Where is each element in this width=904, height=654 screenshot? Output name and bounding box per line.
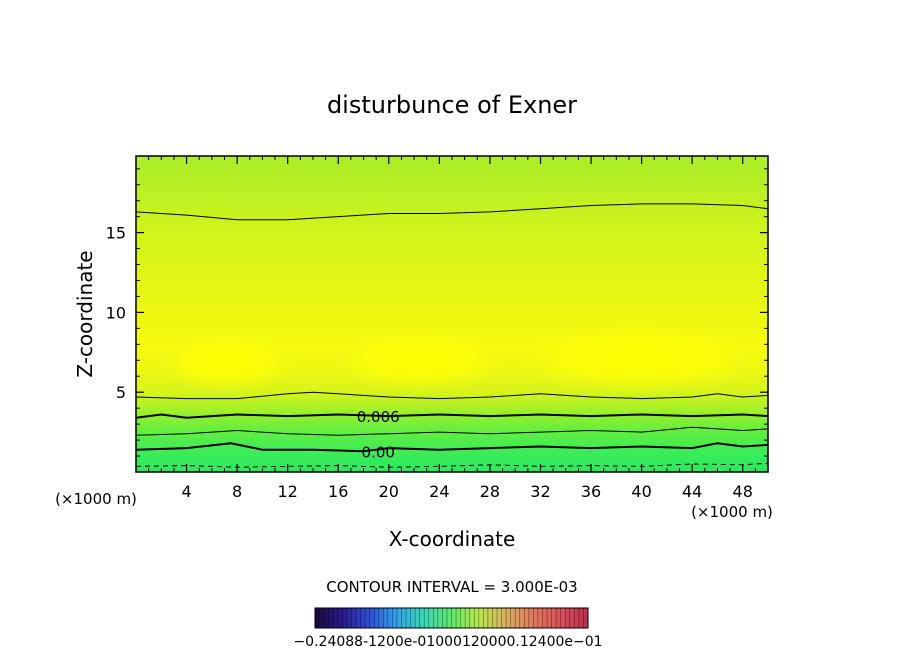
plot-fill bbox=[136, 156, 768, 472]
y-axis-ticks: 5 10 15 bbox=[106, 168, 768, 457]
yellow-max-left bbox=[158, 332, 298, 392]
yellow-max-right bbox=[510, 322, 768, 394]
contour-line bbox=[136, 391, 768, 400]
contour-lines bbox=[136, 203, 768, 468]
x-tick-label: 12 bbox=[278, 482, 298, 501]
x-tick-label: 16 bbox=[328, 482, 348, 501]
x-tick-label: 24 bbox=[429, 482, 449, 501]
chart-title: disturbunce of Exner bbox=[327, 91, 577, 119]
contour-line bbox=[136, 442, 768, 453]
colorbar bbox=[314, 607, 589, 629]
x-tick-label: 32 bbox=[530, 482, 550, 501]
contour-labels: 0.006 0.00 bbox=[357, 408, 400, 461]
x-unit-note-right: (×1000 m) bbox=[691, 503, 773, 521]
plot-area bbox=[136, 156, 768, 472]
y-tick-label: 5 bbox=[116, 383, 126, 402]
colorbar-ticks bbox=[319, 608, 584, 628]
contour-line bbox=[136, 426, 768, 436]
colorbar-labels: −0.24088-1200e-01000120000.12400e−01 bbox=[293, 634, 602, 650]
y-axis-label: Z-coordinate bbox=[73, 250, 97, 377]
contour-line bbox=[136, 203, 768, 221]
x-tick-label: 20 bbox=[379, 482, 399, 501]
contour-interval: CONTOUR INTERVAL = 3.000E-03 bbox=[326, 578, 577, 596]
x-tick-label: 44 bbox=[682, 482, 702, 501]
x-tick-label: 8 bbox=[232, 482, 242, 501]
x-tick-label: 36 bbox=[581, 482, 601, 501]
yellow-max-center bbox=[330, 328, 510, 392]
contour-line bbox=[136, 462, 768, 468]
x-tick-label: 28 bbox=[480, 482, 500, 501]
y-tick-label: 15 bbox=[106, 224, 126, 243]
contour-label: 0.006 bbox=[357, 408, 400, 426]
contour-label: 0.00 bbox=[362, 443, 395, 461]
y-tick-label: 10 bbox=[106, 303, 126, 322]
x-axis-label: X-coordinate bbox=[389, 527, 516, 551]
x-axis-ticks: 4 8 12 16 20 24 28 32 36 40 44 48 bbox=[148, 156, 756, 501]
x-tick-label: 40 bbox=[631, 482, 651, 501]
x-unit-note: (×1000 m) bbox=[55, 490, 137, 508]
x-tick-label: 4 bbox=[181, 482, 191, 501]
x-tick-label: 48 bbox=[733, 482, 753, 501]
contour-line bbox=[136, 413, 768, 419]
